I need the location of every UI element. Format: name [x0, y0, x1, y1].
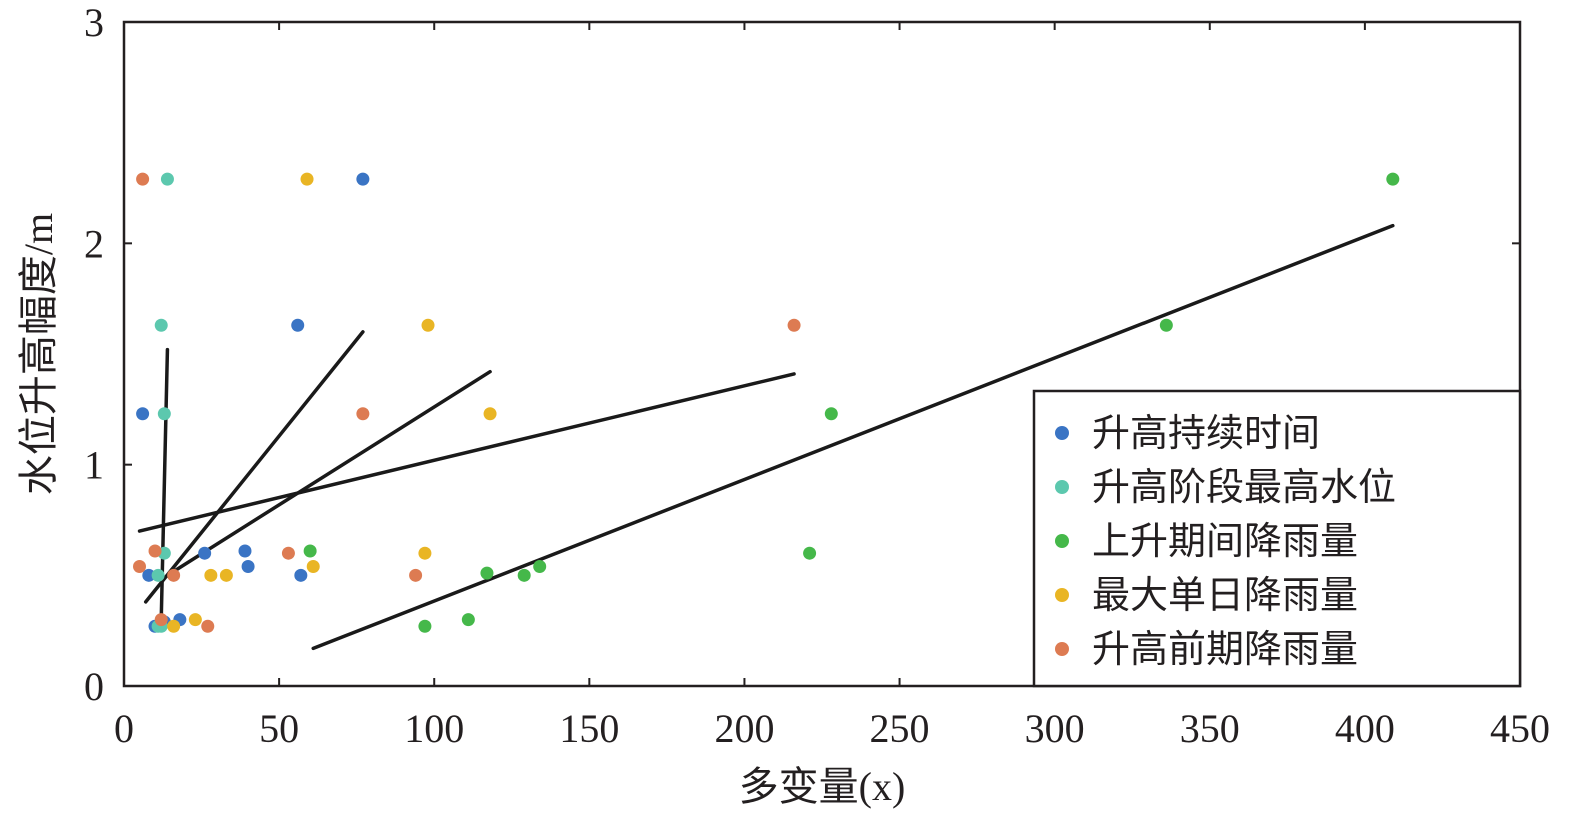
scatter-point-series-5: [136, 172, 150, 186]
axis-ticks: 0 50 100 150 200 250 300 350 400 450 0 1 2 3: [84, 0, 1550, 751]
x-tick-label: 400: [1335, 706, 1395, 751]
x-tick-label: 0: [114, 706, 134, 751]
scatter-point-series-3: [418, 619, 432, 633]
scatter-point-series-1: [294, 568, 308, 582]
scatter-point-series-4: [219, 568, 233, 582]
y-tick-label: 1: [84, 443, 104, 488]
x-tick-label: 250: [870, 706, 930, 751]
legend-marker: [1055, 588, 1069, 602]
scatter-point-series-2: [157, 407, 171, 421]
scatter-point-series-1: [142, 568, 156, 582]
fit-line-series-5: [137, 372, 796, 533]
legend-label: 最大单日降雨量: [1092, 575, 1358, 617]
scatter-point-series-1: [356, 172, 370, 186]
scatter-point-series-4: [167, 619, 181, 633]
scatter-point-series-5: [133, 559, 147, 573]
scatter-point-series-5: [281, 546, 295, 560]
y-tick-label: 2: [84, 221, 104, 266]
scatter-point-series-4: [300, 172, 314, 186]
scatter-point-series-4: [418, 546, 432, 560]
scatter-point-series-4: [483, 407, 497, 421]
x-tick-label: 350: [1180, 706, 1240, 751]
x-tick-label: 100: [404, 706, 464, 751]
scatter-point-series-5: [409, 568, 423, 582]
scatter-point-series-3: [480, 566, 494, 580]
scatter-point-series-4: [421, 318, 435, 332]
fit-line-series-3: [311, 223, 1395, 651]
scatter-point-series-2: [151, 568, 165, 582]
scatter-point-series-1: [198, 546, 212, 560]
scatter-point-series-5: [356, 407, 370, 421]
scatter-point-series-3: [824, 407, 838, 421]
scatter-point-series-1: [238, 544, 252, 558]
data-points: [133, 172, 1400, 633]
scatter-point-series-2: [154, 318, 168, 332]
y-axis-title: 水位升高幅度/m: [16, 213, 61, 495]
plot-frame: [122, 20, 1522, 688]
scatter-point-series-1: [136, 407, 150, 421]
legend-marker: [1055, 642, 1069, 656]
scatter-point-series-2: [160, 172, 174, 186]
y-tick-label: 3: [84, 0, 104, 45]
scatter-point-series-3: [303, 544, 317, 558]
scatter-point-series-3: [517, 568, 531, 582]
legend-label: 上升期间降雨量: [1092, 521, 1358, 563]
legend-box: [1032, 389, 1522, 688]
x-tick-label: 450: [1490, 706, 1550, 751]
scatter-point-series-5: [787, 318, 801, 332]
x-tick-label: 200: [714, 706, 774, 751]
legend-marker: [1055, 534, 1069, 548]
scatter-point-series-3: [803, 546, 817, 560]
x-tick-label: 150: [559, 706, 619, 751]
scatter-point-series-5: [201, 619, 215, 633]
legend-label: 升高持续时间: [1092, 413, 1320, 455]
scatter-point-series-1: [291, 318, 305, 332]
scatter-point-series-3: [1159, 318, 1173, 332]
scatter-point-series-3: [533, 559, 547, 573]
legend-label: 升高阶段最高水位: [1092, 467, 1396, 509]
scatter-point-series-1: [241, 559, 255, 573]
scatter-point-series-4: [188, 613, 202, 627]
x-axis-title: 多变量(x): [739, 764, 906, 809]
scatter-point-series-5: [167, 568, 181, 582]
scatter-point-series-4: [204, 568, 218, 582]
fit-line-series-2: [143, 330, 365, 604]
legend-marker: [1055, 426, 1069, 440]
scatter-point-series-3: [461, 613, 475, 627]
scatter-point-series-4: [306, 559, 320, 573]
fit-line-series-4: [165, 369, 492, 578]
x-tick-label: 300: [1025, 706, 1085, 751]
x-tick-label: 50: [259, 706, 299, 751]
legend-marker: [1055, 480, 1069, 494]
legend-label: 升高前期降雨量: [1092, 629, 1358, 671]
y-tick-label: 0: [84, 664, 104, 709]
scatter-point-series-5: [154, 613, 168, 627]
scatter-point-series-3: [1386, 172, 1400, 186]
scatter-point-series-5: [148, 544, 162, 558]
